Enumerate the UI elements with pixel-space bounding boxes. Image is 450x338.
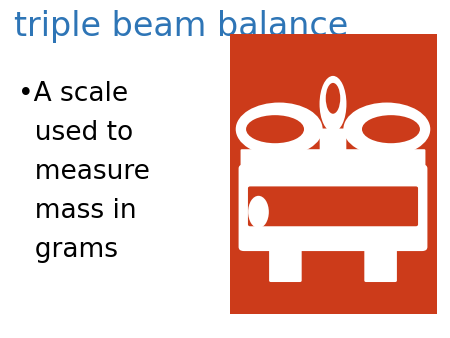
FancyBboxPatch shape	[248, 187, 418, 226]
Ellipse shape	[248, 196, 269, 228]
Text: used to: used to	[18, 120, 133, 146]
FancyBboxPatch shape	[230, 34, 436, 314]
Ellipse shape	[236, 102, 323, 156]
Text: mass in: mass in	[18, 198, 137, 224]
Text: grams: grams	[18, 237, 118, 263]
FancyBboxPatch shape	[269, 243, 302, 282]
Text: measure: measure	[18, 159, 150, 185]
FancyBboxPatch shape	[320, 128, 346, 197]
FancyBboxPatch shape	[364, 243, 397, 282]
Ellipse shape	[362, 115, 420, 143]
Ellipse shape	[320, 76, 346, 132]
Ellipse shape	[326, 83, 340, 114]
Ellipse shape	[343, 102, 430, 156]
Ellipse shape	[246, 115, 304, 143]
FancyBboxPatch shape	[238, 164, 428, 251]
Text: •A scale: •A scale	[18, 81, 128, 107]
Text: triple beam balance: triple beam balance	[14, 10, 348, 43]
FancyBboxPatch shape	[241, 149, 425, 169]
